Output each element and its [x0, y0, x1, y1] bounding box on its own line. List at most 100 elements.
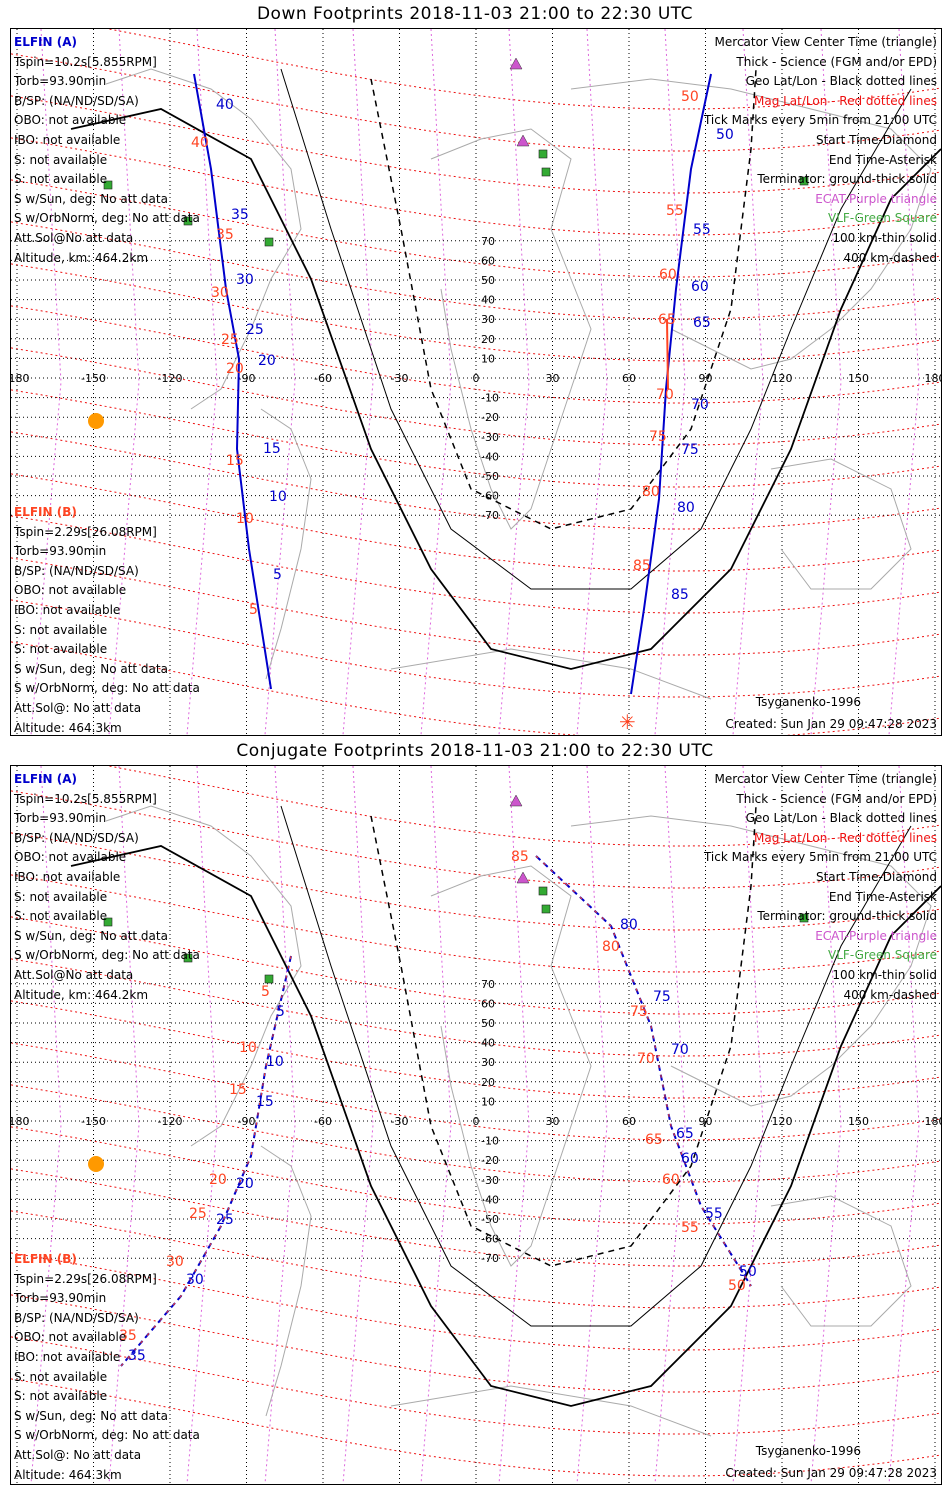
info-line: Att.Sol@No att data: [14, 967, 134, 982]
elfin-a-tick-label: 30: [186, 1272, 204, 1288]
elfin-b-tick-label: 15: [229, 1082, 247, 1098]
lon-tick-label: -90: [238, 1115, 256, 1128]
lat-tick-label: -40: [481, 1193, 499, 1206]
info-line: S w/OrbNorm, deg: No att data: [14, 211, 200, 226]
lat-tick-label: -20: [481, 411, 499, 424]
legend-item: Mercator View Center Time (triangle): [714, 772, 937, 786]
elfin-b-tick-label: 85: [633, 558, 651, 574]
lat-tick-label: -60: [481, 1233, 499, 1246]
vlf-square-icon: [799, 913, 809, 923]
legend-item: Terminator: ground-thick solid: [757, 909, 937, 924]
vlf-square-icon: [183, 953, 193, 963]
elfin-a-tick-label: 5: [276, 1004, 285, 1020]
lat-tick-label: -70: [481, 509, 499, 522]
info-line: S w/OrbNorm, deg: No att data: [14, 681, 200, 696]
ecat-triangle-icon: [509, 794, 523, 807]
legend-item: ECAT-Purple triangle: [815, 191, 937, 206]
elfin-a-tick-label: 70: [671, 1042, 689, 1058]
lat-tick-label: 30: [481, 1056, 495, 1069]
mag-latitude-line: [11, 305, 941, 404]
elfin-a-track: [193, 73, 272, 690]
elfin-b-tick-label: 20: [209, 1172, 227, 1188]
info-line: Att.Sol@: No att data: [14, 1447, 142, 1462]
lat-tick-label: -40: [481, 450, 499, 463]
mag-latitude-line: [11, 1126, 941, 1225]
elfin-b-tick-label: 65: [658, 312, 676, 328]
elfin-b-tick-label: 80: [602, 939, 620, 955]
lon-tick-label: 120: [772, 372, 793, 385]
elfin-a-tick-label: 70: [691, 397, 709, 413]
elfin-b-tick-label: 70: [656, 387, 674, 403]
lon-tick-label: 90: [699, 372, 713, 385]
info-line: Att.Sol@No att data: [14, 230, 134, 245]
legend-item: 100 km-thin solid: [832, 967, 937, 982]
elfin-b-tick-label: 15: [226, 453, 244, 469]
elfin-b-tick-label: 80: [642, 484, 660, 500]
mag-latitude-line: [11, 347, 941, 446]
elfin-a-tick-label: 80: [620, 917, 638, 933]
lon-tick-label: -120: [158, 1115, 183, 1128]
legend-item: Mag Lat/Lon - Red dotted lines: [753, 830, 937, 845]
info-line: Tspin=10.2s[5.855RPM]: [14, 791, 157, 806]
lon-tick-label: 120: [772, 1115, 793, 1128]
lat-tick-label: 50: [481, 274, 495, 287]
ecat-triangle-icon: [516, 871, 530, 884]
lon-tick-label: -150: [81, 372, 106, 385]
coastline: [770, 1195, 912, 1327]
info-line: S w/Sun, deg: No att data: [14, 661, 168, 676]
terminator-400km-curve: [370, 805, 757, 1267]
legend-item: Geo Lat/Lon - Black dotted lines: [745, 74, 937, 89]
elfin-b-tick-label: 10: [236, 511, 254, 527]
elfin-b-track: [535, 855, 752, 1287]
coastline: [570, 815, 932, 1107]
coastline: [260, 1145, 312, 1417]
legend-item: ECAT-Purple triangle: [815, 928, 937, 943]
info-line: B/SP: (NA/ND/SD/SA): [14, 830, 139, 845]
info-line: S: not available: [14, 1389, 108, 1404]
mag-meridian-line: [498, 766, 530, 1484]
terminator-100km-curve: [280, 805, 912, 1327]
vlf-square-icon: [264, 974, 274, 984]
elfin-a-tick-label: 25: [246, 322, 264, 338]
elfin-a-info: ELFIN (A) Tspin=10.2s[5.855RPM] Torb=93.…: [14, 770, 200, 1005]
info-line: S w/Sun, deg: No att data: [14, 928, 168, 943]
elfin-a-tick-label: 10: [266, 1054, 284, 1070]
lon-tick-label: 150: [848, 1115, 869, 1128]
legend: Mercator View Center Time (triangle) Thi…: [704, 33, 937, 268]
coastline: [260, 408, 312, 680]
elfin-a-tick-label: 10: [269, 489, 287, 505]
coastline: [105, 805, 302, 1147]
panel-title-conjugate: Conjugate Footprints 2018-11-03 21:00 to…: [236, 741, 714, 761]
ecat-triangle-icon: [509, 57, 523, 70]
model-label: Tsyganenko-1996: [755, 1444, 861, 1458]
elfin-b-tick-label: 35: [119, 1328, 137, 1344]
lon-tick-label: 30: [546, 372, 560, 385]
terminator-100km-curve: [280, 68, 912, 590]
map-canvas: -180-150-120-90-60-300306090120150180706…: [11, 766, 941, 1484]
info-line: OBO: not available: [14, 1330, 127, 1345]
lat-tick-label: -50: [481, 1213, 499, 1226]
elfin-b-tick-label: 25: [189, 1206, 207, 1222]
lat-tick-label: 60: [481, 254, 495, 267]
info-line: Att.Sol@: No att data: [14, 700, 142, 715]
elfin-b-tick-label: 35: [216, 227, 234, 243]
info-line: S: not available: [14, 642, 108, 657]
info-line: S: not available: [14, 622, 108, 637]
legend-item: Tick Marks every 5min from 21:00 UTC: [703, 850, 937, 865]
info-line: S: not available: [14, 172, 108, 187]
elfin-a-tick-label: 75: [653, 989, 671, 1005]
elfin-b-tick-label: 20: [226, 361, 244, 377]
mag-meridian-line: [264, 29, 296, 735]
elfin-b-tick-label: 30: [211, 285, 229, 301]
created-label: Created: Sun Jan 29 09:47:28 2023: [725, 717, 937, 731]
elfin-b-tick-label: 40: [191, 135, 209, 151]
coastline: [430, 128, 592, 530]
info-line: B/SP: (NA/ND/SD/SA): [14, 93, 139, 108]
lat-tick-label: -20: [481, 1154, 499, 1167]
elfin-b-info: ELFIN (B) Tspin=2.29s[26.08RPM] Torb=93.…: [14, 503, 200, 735]
lon-tick-label: 60: [622, 1115, 636, 1128]
elfin-b-tick-label: 85: [511, 849, 529, 865]
terminator-ground-curve: [70, 108, 941, 670]
lat-tick-label: 50: [481, 1017, 495, 1030]
coastline: [105, 68, 302, 410]
